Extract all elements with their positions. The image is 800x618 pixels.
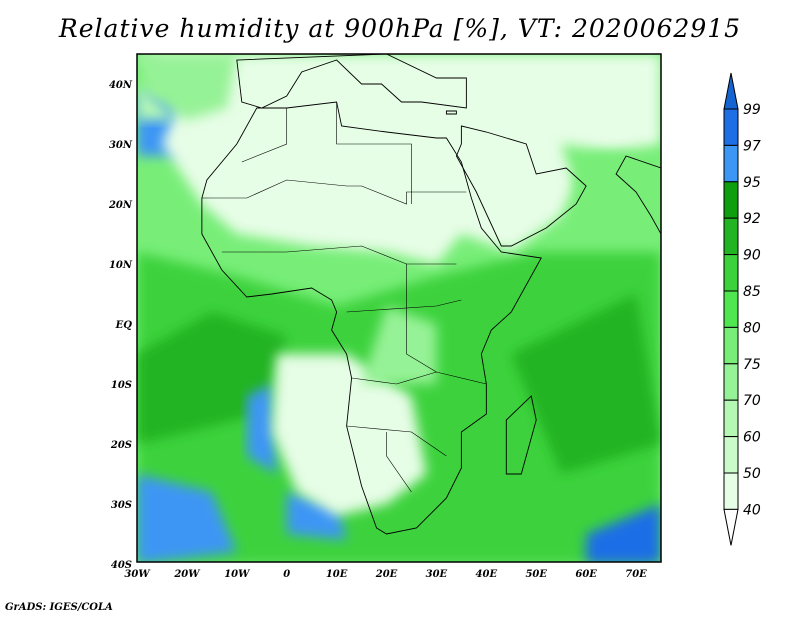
humidity-region [137,84,177,120]
humidity-region [561,144,661,216]
colorbar-max-arrow [723,72,739,110]
humidity-region [361,306,437,384]
lat-tick-label: 40N [109,80,133,91]
colorbar-label: 90 [743,248,761,264]
humidity-region [511,294,661,474]
lon-tick-label: 20E [375,569,398,580]
country-border [336,102,412,204]
colorbar-label: 92 [743,211,761,227]
colorbar-label: 40 [743,502,761,518]
colorbar-min-arrow [723,508,739,546]
lon-tick-label: 60E [575,569,597,580]
coastline [445,110,457,115]
country-border [386,432,412,493]
coastline [505,395,537,475]
colorbar-segment [723,472,739,510]
lon-tick-label: 30E [426,569,448,580]
lon-tick-label: 20W [173,569,201,580]
colorbar-segment [723,399,739,438]
colorbar-label: 97 [743,138,761,154]
lat-tick-label: EQ [115,320,133,331]
lon-tick-label: 30W [124,569,151,580]
colorbar-label: 99 [743,102,761,118]
country-border [406,264,437,373]
humidity-region [137,474,237,562]
colorbar-label: 50 [743,466,761,482]
colorbar-label: 85 [743,284,761,300]
country-border [346,299,462,313]
coastline [201,101,542,535]
colorbar-segment [723,144,739,183]
colorbar-segment [723,436,739,474]
colorbar-segment [723,363,739,401]
lon-tick-label: 70E [625,569,647,580]
coastline [455,125,587,247]
lat-tick-label: 30S [111,500,132,511]
coastlines [201,54,661,535]
lat-tick-label: 20S [110,440,132,451]
colorbar-segment [723,254,739,292]
lat-tick-label: 10S [111,380,132,391]
colorbar: 99 97 95 92 90 85 80 75 70 60 50 40 [723,72,761,546]
lat-tick-label: 40S [111,560,132,571]
country-border [346,425,447,457]
colorbar-label: 60 [743,430,761,446]
colorbar-label: 80 [743,320,761,336]
humidity-region [586,504,661,562]
colorbar-label: 70 [743,393,761,409]
axis-labels: 30W 20W 10W 0 10E 20E 30E 40E 50E 60E 70E 40N 30N 20N… [108,80,647,580]
coastline [615,155,661,235]
grads-credit: GrADS: IGES/COLA [5,602,113,613]
lon-tick-label: 50E [525,569,547,580]
colorbar-segment [723,181,739,219]
country-border [241,108,288,163]
country-border [351,371,487,385]
humidity-field [137,54,661,562]
lat-tick-label: 20N [108,200,133,211]
lon-tick-label: 10E [326,569,348,580]
colorbar-label: 75 [743,357,761,373]
lon-tick-label: 40E [476,569,498,580]
country-border [201,179,467,205]
humidity-region [246,384,277,474]
lon-tick-label: 10W [224,569,251,580]
colorbar-label: 95 [743,175,761,191]
country-border [221,245,457,265]
lat-tick-label: 30N [109,140,133,151]
lon-tick-label: 0 [283,569,290,580]
map-frame [136,53,662,563]
lat-tick-label: 10N [109,260,133,271]
colorbar-segment [723,217,739,256]
coastline [236,54,467,109]
plot-title: Relative humidity at 900hPa [%], VT: 202… [58,14,742,43]
colorbar-segment [723,290,739,328]
colorbar-segment [723,326,739,365]
colorbar-segment [723,108,739,146]
humidity-region [137,54,237,120]
humidity-region [137,54,661,264]
